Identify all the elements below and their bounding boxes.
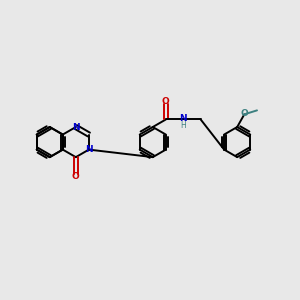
Text: N: N <box>85 145 93 154</box>
Text: O: O <box>162 97 170 106</box>
Text: N: N <box>179 114 187 123</box>
Text: N: N <box>72 122 80 131</box>
Text: O: O <box>241 110 249 118</box>
Text: H: H <box>180 121 186 130</box>
Text: O: O <box>72 172 80 181</box>
